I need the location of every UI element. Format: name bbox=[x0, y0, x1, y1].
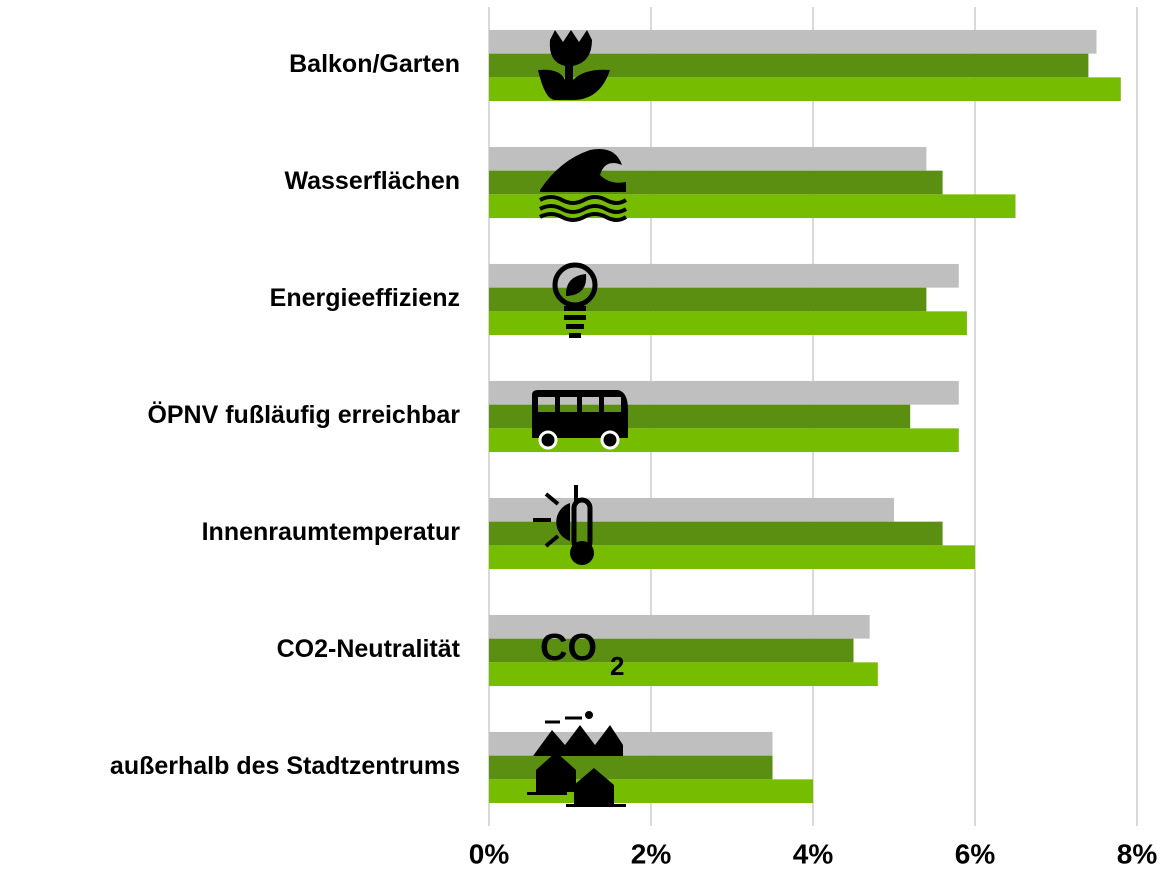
icon-bulb-base bbox=[564, 306, 586, 311]
bar bbox=[489, 311, 967, 336]
x-tick-label: 2% bbox=[631, 838, 672, 869]
category-label: Energieeffizienz bbox=[270, 284, 460, 312]
bar bbox=[489, 731, 773, 756]
icon-co2-sub: 2 bbox=[610, 651, 624, 681]
category-label: CO2-Neutralität bbox=[277, 635, 461, 663]
icon-wave-lines bbox=[539, 195, 628, 222]
icon-bus bbox=[532, 390, 628, 438]
bar bbox=[489, 29, 1097, 54]
bar bbox=[489, 614, 870, 639]
icon-sun-rays bbox=[533, 485, 578, 548]
bar bbox=[489, 287, 927, 312]
bar bbox=[489, 755, 773, 780]
bar bbox=[489, 77, 1121, 102]
icon-wave bbox=[540, 149, 626, 192]
icon-smoke bbox=[545, 716, 582, 724]
icon-ground bbox=[527, 792, 567, 795]
bar bbox=[489, 662, 878, 687]
x-tick-label: 4% bbox=[793, 838, 834, 869]
icon-bulb-base bbox=[566, 324, 584, 329]
category-label: Innenraumtemperatur bbox=[202, 518, 461, 546]
icon-bus-wheel bbox=[538, 430, 558, 450]
icon-bus-wheel bbox=[600, 430, 620, 450]
x-tick-label: 6% bbox=[955, 838, 996, 869]
category-label: Balkon/Garten bbox=[289, 50, 460, 78]
icon-thermo-bulb bbox=[570, 541, 594, 565]
icons bbox=[527, 30, 628, 807]
icon-house bbox=[536, 752, 576, 792]
bar bbox=[489, 263, 959, 288]
bar bbox=[489, 521, 943, 546]
icon-co2: CO bbox=[540, 627, 597, 669]
bar bbox=[489, 380, 959, 405]
icon-tulip bbox=[538, 30, 610, 100]
icon-bulb bbox=[552, 262, 598, 308]
category-label: außerhalb des Stadtzentrums bbox=[110, 752, 460, 780]
icon-sun-dot bbox=[585, 711, 593, 719]
category-label: Wasserflächen bbox=[284, 167, 460, 195]
icon-bulb-base bbox=[569, 333, 581, 338]
icon-mountains bbox=[533, 725, 623, 756]
bar bbox=[489, 146, 927, 171]
category-label: ÖPNV fußläufig erreichbar bbox=[147, 400, 460, 429]
x-tick-label: 0% bbox=[469, 838, 510, 869]
icon-sun bbox=[556, 503, 570, 541]
bar bbox=[489, 53, 1089, 78]
icon-bulb-base bbox=[564, 315, 586, 320]
icon-bulb-leaf bbox=[565, 274, 587, 296]
icon-ground bbox=[566, 804, 626, 807]
x-tick-label: 8% bbox=[1117, 838, 1158, 869]
icon-house bbox=[574, 768, 614, 804]
bar bbox=[489, 194, 1016, 219]
bar bbox=[489, 638, 854, 663]
bar bbox=[489, 545, 975, 570]
